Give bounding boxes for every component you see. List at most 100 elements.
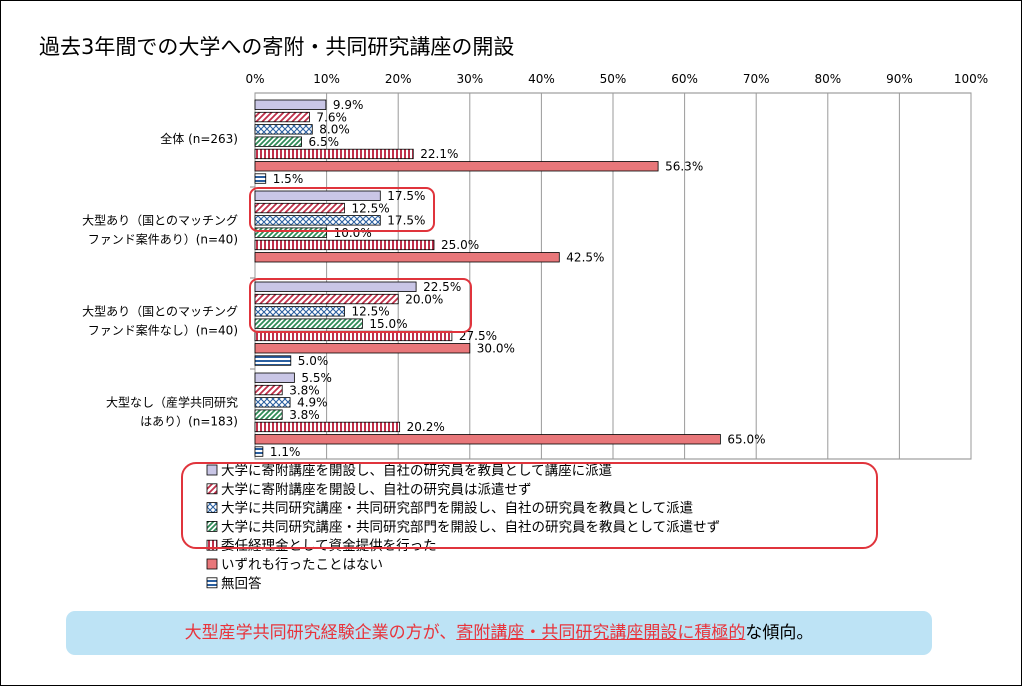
legend-swatch xyxy=(206,558,218,570)
data-label: 9.9% xyxy=(333,98,364,112)
legend-label: 大学に共同研究講座・共同研究部門を開設し、自社の研究員を教員として派遣せず xyxy=(221,519,720,535)
bar xyxy=(254,190,381,201)
bars xyxy=(254,99,721,457)
x-tick-label: 70% xyxy=(743,72,770,86)
data-label: 1.1% xyxy=(270,445,301,459)
bar xyxy=(254,293,399,305)
data-label: 12.5% xyxy=(352,201,390,215)
data-label: 12.5% xyxy=(352,305,390,319)
bar xyxy=(254,343,471,354)
bar xyxy=(254,372,295,383)
summary-text-part-a: 大型産学共同研究経験企業の方が、 xyxy=(184,623,457,643)
category-label: 全体 (n=263) xyxy=(160,131,238,146)
legend-swatch xyxy=(206,464,218,476)
data-label: 22.5% xyxy=(423,280,461,294)
data-label: 5.5% xyxy=(301,371,332,385)
x-tick-label: 90% xyxy=(886,72,913,86)
data-label: 17.5% xyxy=(387,214,425,228)
legend-label: 大学に共同研究講座・共同研究部門を開設し、自社の研究員を教員として派遣 xyxy=(221,501,693,517)
data-label: 42.5% xyxy=(566,251,604,265)
legend-label: 大学に寄附講座を開設し、自社の研究員は派遣せず xyxy=(221,481,532,498)
summary-text-part-b: 寄附講座・共同研究講座開設に積極的 xyxy=(456,623,746,643)
category-label: ファンド案件なし）(n=40) xyxy=(88,323,238,338)
x-tick-label: 0% xyxy=(245,72,264,86)
x-tick-label: 20% xyxy=(385,72,412,86)
bar xyxy=(254,215,381,226)
bar xyxy=(254,148,414,160)
chart-title: 過去3年間での大学への寄附・共同研究講座の開設 xyxy=(39,35,515,59)
x-tick-label: 60% xyxy=(671,72,698,86)
highlight-box-3 xyxy=(249,278,472,333)
bar xyxy=(254,355,292,366)
data-label: 3.8% xyxy=(289,408,320,422)
bar xyxy=(254,239,435,251)
x-axis-ticks: 0% 10% 20% 30% 40% 50% 60% 70% 80% 90% 100% xyxy=(245,72,988,86)
data-label: 10.0% xyxy=(334,226,372,240)
bar xyxy=(254,421,401,433)
data-label: 5.0% xyxy=(298,354,329,368)
data-label: 17.5% xyxy=(387,189,425,203)
category-label: ファンド案件あり）(n=40) xyxy=(88,232,238,247)
bar xyxy=(254,409,283,420)
bar xyxy=(254,124,313,135)
bar xyxy=(254,281,417,292)
bar xyxy=(254,202,345,214)
legend-swatch xyxy=(206,483,218,495)
x-tick-label: 100% xyxy=(954,72,988,86)
data-label: 7.6% xyxy=(316,110,347,124)
bar xyxy=(254,434,721,445)
data-labels: 9.9%7.6%8.0%6.5%22.1%56.3%1.5%17.5%12.5%… xyxy=(270,98,766,459)
data-label: 22.1% xyxy=(420,147,458,161)
data-label: 1.5% xyxy=(273,172,304,186)
data-label: 20.2% xyxy=(407,420,445,434)
bar xyxy=(254,173,267,184)
data-label: 6.5% xyxy=(309,135,340,149)
legend-label: 無回答 xyxy=(221,575,262,592)
bar xyxy=(254,318,363,329)
bar xyxy=(254,252,560,263)
x-tick-label: 80% xyxy=(814,72,841,86)
data-label: 8.0% xyxy=(319,123,350,137)
summary-callout: 大型産学共同研究経験企業の方が、寄附講座・共同研究講座開設に積極的な傾向。 xyxy=(66,611,932,655)
legend-label: 大学に寄附講座を開設し、自社の研究員を教員として講座に派遣 xyxy=(221,462,612,479)
bar xyxy=(254,99,327,110)
bar xyxy=(254,136,302,147)
bar xyxy=(254,446,264,457)
bar xyxy=(254,161,659,172)
legend-swatch xyxy=(206,577,218,589)
bar xyxy=(254,227,327,238)
gridlines xyxy=(250,92,972,460)
highlight-boxes xyxy=(181,187,878,549)
data-label: 30.0% xyxy=(477,342,515,356)
category-label: 大型なし（産学共同研究 xyxy=(106,395,238,410)
bar xyxy=(254,306,345,317)
legend-label: いずれも行ったことはない xyxy=(221,557,383,573)
category-label: 大型あり（国とのマッチング xyxy=(82,214,238,228)
bar xyxy=(254,384,283,396)
data-label: 65.0% xyxy=(727,433,765,447)
bar xyxy=(254,111,310,123)
legend-swatch xyxy=(206,539,218,551)
category-label: はあり）(n=183) xyxy=(140,415,238,429)
data-label: 25.0% xyxy=(441,238,479,252)
legend: 大学に寄附講座を開設し、自社の研究員を教員として講座に派遣大学に寄附講座を開設し… xyxy=(206,462,720,592)
data-label: 4.9% xyxy=(297,396,328,410)
category-label: 大型あり（国とのマッチング xyxy=(82,305,238,319)
x-tick-label: 30% xyxy=(456,72,483,86)
legend-label: 委任経理金として資金提供を行った xyxy=(221,538,437,554)
data-label: 56.3% xyxy=(665,160,703,174)
data-label: 15.0% xyxy=(369,317,407,331)
x-tick-label: 50% xyxy=(600,72,627,86)
bar xyxy=(254,397,291,408)
summary-text: 大型産学共同研究経験企業の方が、寄附講座・共同研究講座開設に積極的な傾向。 xyxy=(66,611,932,655)
highlight-box-2 xyxy=(249,187,435,232)
x-tick-label: 10% xyxy=(313,72,340,86)
legend-swatch xyxy=(206,521,218,532)
x-tick-label: 40% xyxy=(528,72,555,86)
data-label: 27.5% xyxy=(459,329,497,343)
legend-swatch xyxy=(206,502,218,514)
data-label: 3.8% xyxy=(289,383,320,397)
